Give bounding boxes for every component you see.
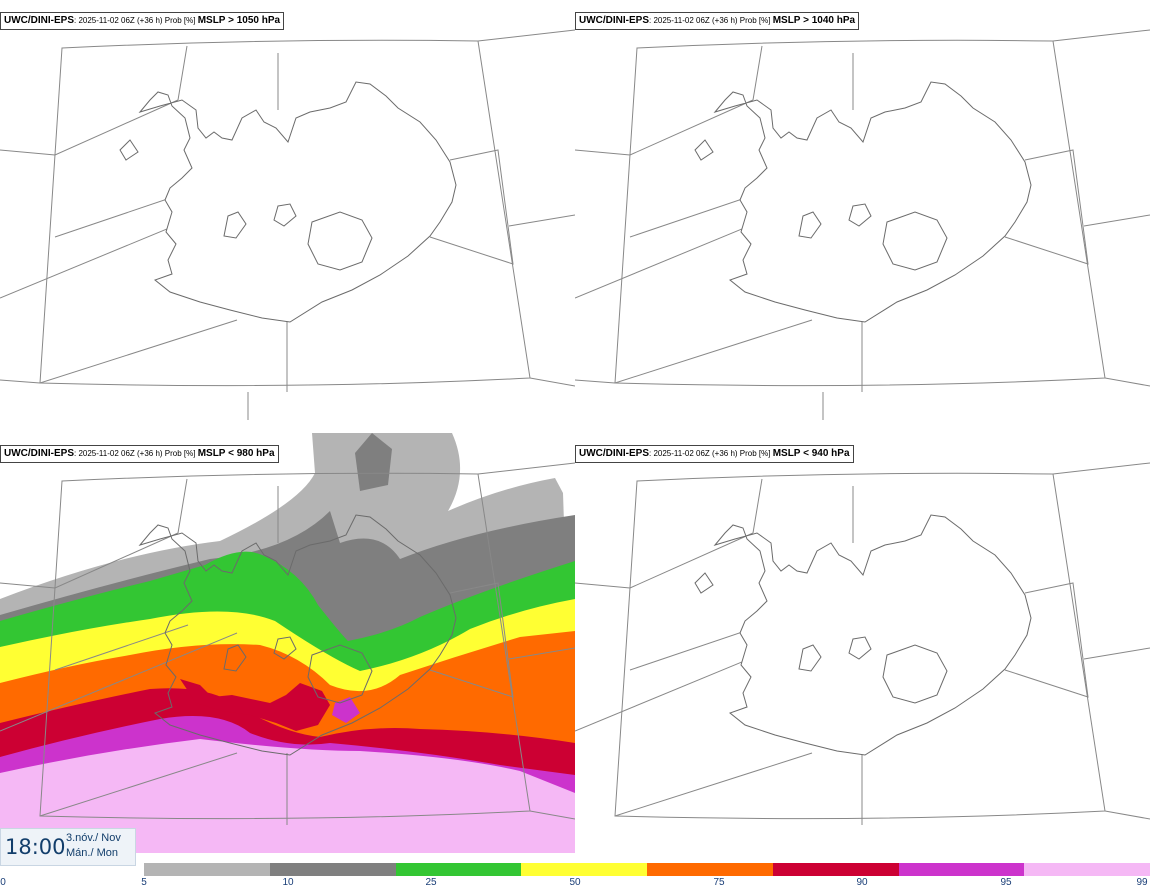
colorbar-tick: 90 <box>856 877 868 888</box>
valid-date-line1: 3.nóv./ Nov <box>66 832 121 844</box>
map-panel-mslp-gt-1040: UWC/DINI-EPS: 2025-11-02 06Z (+36 h) Pro… <box>575 0 1150 420</box>
colorbar-tick: 25 <box>425 877 437 888</box>
colorbar-tick: 5 <box>141 877 147 888</box>
colorbar-segment <box>1024 863 1150 876</box>
valid-date-line2: Mán./ Mon <box>66 847 118 859</box>
map-panel-mslp-gt-1050: UWC/DINI-EPS: 2025-11-02 06Z (+36 h) Pro… <box>0 0 575 420</box>
iceland-coastline <box>694 81 1032 323</box>
colorbar-tick: 75 <box>713 877 725 888</box>
iceland-coastline <box>119 81 457 323</box>
graticule <box>0 462 575 825</box>
colorbar-tick: 99 <box>1136 877 1148 888</box>
colorbar-tick: 50 <box>569 877 581 888</box>
iceland-coastline <box>694 514 1032 756</box>
panel-title: UWC/DINI-EPS: 2025-11-02 06Z (+36 h) Pro… <box>0 12 285 30</box>
valid-time-box: 18:00 3.nóv./ Nov Mán./ Mon <box>0 828 136 866</box>
colorbar-tick: 10 <box>282 877 294 888</box>
panel-title: UWC/DINI-EPS: 2025-11-02 06Z (+36 h) Pro… <box>575 12 860 30</box>
panel-title: UWC/DINI-EPS: 2025-11-02 06Z (+36 h) Pro… <box>0 445 279 463</box>
graticule <box>0 29 575 420</box>
map-panel-mslp-lt-980: UWC/DINI-EPS: 2025-11-02 06Z (+36 h) Pro… <box>0 433 575 853</box>
map-canvas <box>0 433 575 853</box>
colorbar-segment <box>647 863 773 876</box>
panel-title: UWC/DINI-EPS: 2025-11-02 06Z (+36 h) Pro… <box>575 445 854 463</box>
colorbar-segment <box>772 863 899 876</box>
map-panel-mslp-lt-940: UWC/DINI-EPS: 2025-11-02 06Z (+36 h) Pro… <box>575 433 1150 853</box>
valid-time-clock: 18:00 <box>5 835 66 859</box>
colorbar-segment <box>144 863 270 876</box>
map-canvas <box>575 29 1150 420</box>
colorbar-segment <box>898 863 1025 876</box>
map-canvas <box>575 462 1150 825</box>
probability-colorbar <box>144 863 1150 876</box>
colorbar-segment <box>395 863 522 876</box>
colorbar-segment <box>521 863 647 876</box>
colorbar-segment <box>269 863 396 876</box>
iceland-coastline <box>138 514 457 756</box>
colorbar-tick: 95 <box>1000 877 1012 888</box>
colorbar-tick: 0 <box>0 877 6 888</box>
map-canvas <box>0 29 575 420</box>
